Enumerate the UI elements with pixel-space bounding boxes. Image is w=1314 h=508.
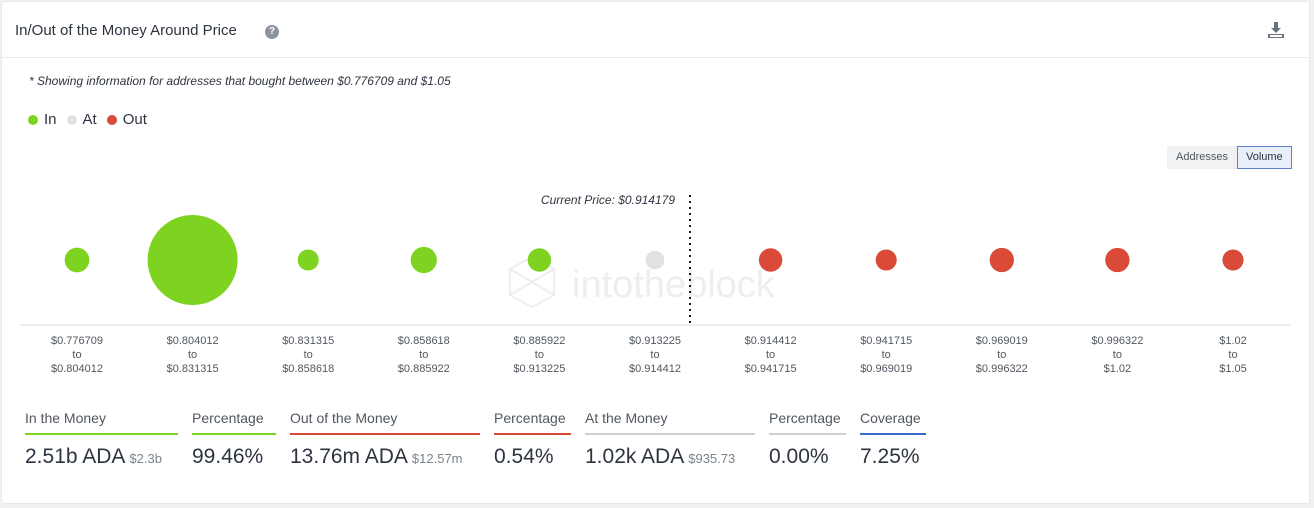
stat-in-percentage: Percentage 99.46% (192, 410, 276, 469)
chart-legend: In At Out (28, 111, 147, 128)
stat-label: Percentage (494, 410, 571, 435)
x-tick-label: $0.858618 (398, 335, 450, 347)
x-tick-label: $0.941715 (860, 335, 912, 347)
stat-sub-value: $2.3b (129, 451, 162, 466)
card-title: In/Out of the Money Around Price (15, 22, 237, 39)
x-tick-label: to (419, 349, 428, 361)
legend-dot-in (28, 114, 38, 125)
metric-toggle: Addresses Volume (1167, 146, 1292, 169)
bubble-in[interactable] (297, 249, 319, 271)
x-tick-label: $0.914412 (629, 363, 681, 375)
x-tick-label: to (1228, 349, 1237, 361)
bubble-at[interactable] (645, 250, 665, 270)
stat-value: 0.54% (494, 445, 554, 468)
x-tick-label: $0.996322 (976, 363, 1028, 375)
stats-row: In the Money 2.51b ADA $2.3b Percentage 9… (25, 410, 940, 469)
x-tick-label: $0.996322 (1091, 335, 1143, 347)
stat-sub-value: $935.73 (688, 451, 736, 466)
x-tick-label: $0.804012 (51, 363, 103, 375)
bubble-in[interactable] (527, 248, 552, 272)
legend-dot-out (106, 114, 117, 125)
bubble-out[interactable] (989, 247, 1014, 273)
x-tick-label: $0.885922 (513, 335, 565, 347)
question-circle-icon[interactable]: ? (265, 25, 279, 39)
x-tick-label: to (766, 349, 775, 361)
x-tick-label: to (72, 349, 81, 361)
stat-out-of-the-money: Out of the Money 13.76m ADA $12.57m (290, 410, 480, 469)
stat-value: 0.00% (769, 445, 829, 468)
stat-label: Coverage (860, 410, 926, 435)
download-icon[interactable] (1267, 21, 1285, 39)
stat-label: Out of the Money (290, 410, 480, 435)
x-tick-label: to (535, 349, 544, 361)
stat-in-the-money: In the Money 2.51b ADA $2.3b (25, 410, 178, 469)
legend-label-at: At (82, 111, 97, 128)
x-tick-label: $0.831315 (167, 363, 219, 375)
stat-sub-value: $12.57m (411, 451, 463, 466)
bubble-series (64, 215, 1244, 305)
legend-item-in[interactable]: In (28, 111, 57, 128)
bubble-in[interactable] (147, 215, 238, 305)
bubble-in[interactable] (410, 246, 437, 274)
bubble-out[interactable] (1222, 249, 1244, 271)
stat-value: 7.25% (860, 445, 920, 468)
bubble-out[interactable] (1105, 247, 1130, 273)
x-tick-label: $1.05 (1219, 363, 1247, 375)
coverage-note: * Showing information for addresses that… (29, 74, 451, 88)
stat-label: In the Money (25, 410, 178, 435)
x-tick-label: to (188, 349, 197, 361)
volume-button[interactable]: Volume (1236, 146, 1292, 169)
bubble-in[interactable] (64, 247, 90, 273)
bubble-chart: intotheblock Current Price: $0.914179 $0… (20, 193, 1290, 375)
stat-label: At the Money (585, 410, 755, 435)
x-tick-label: $0.858618 (282, 363, 334, 375)
stat-value: 1.02k ADA (585, 445, 685, 468)
legend-dot-at (66, 114, 77, 125)
card-header: In/Out of the Money Around Price ? (2, 2, 1309, 58)
stat-label: Percentage (192, 410, 276, 435)
stat-value: 2.51b ADA (25, 445, 126, 468)
x-tick-label: $0.885922 (398, 363, 450, 375)
legend-label-in: In (44, 111, 57, 128)
x-tick-label: $1.02 (1219, 335, 1247, 347)
x-axis-ticks: $0.776709 to $0.804012 $0.804012 to $0.831315… (51, 335, 1247, 375)
x-tick-label: $0.914412 (745, 335, 797, 347)
stat-at-the-money: At the Money 1.02k ADA $935.73 (585, 410, 755, 469)
x-tick-label: to (997, 349, 1006, 361)
x-tick-label: $0.969019 (976, 335, 1028, 347)
bubble-out[interactable] (758, 248, 783, 272)
watermark-text: intotheblock (572, 264, 776, 306)
stat-label: Percentage (769, 410, 846, 435)
stat-out-percentage: Percentage 0.54% (494, 410, 571, 469)
x-tick-label: $0.831315 (282, 335, 334, 347)
stat-value: 13.76m ADA (290, 445, 408, 468)
x-tick-label: $1.02 (1104, 363, 1132, 375)
x-tick-label: to (1113, 349, 1122, 361)
legend-label-out: Out (122, 111, 147, 128)
bubble-out[interactable] (875, 249, 897, 271)
stat-value: 99.46% (192, 445, 264, 468)
legend-item-out[interactable]: Out (106, 111, 147, 128)
x-tick-label: $0.941715 (745, 363, 797, 375)
addresses-button[interactable]: Addresses (1167, 146, 1237, 169)
x-tick-label: $0.804012 (167, 335, 219, 347)
watermark: intotheblock (509, 255, 776, 309)
stat-at-percentage: Percentage 0.00% (769, 410, 846, 469)
x-tick-label: $0.969019 (860, 363, 912, 375)
x-tick-label: to (650, 349, 659, 361)
x-tick-label: $0.913225 (629, 335, 681, 347)
stat-coverage: Coverage 7.25% (860, 410, 926, 469)
legend-item-at[interactable]: At (66, 111, 97, 128)
x-tick-label: $0.776709 (51, 335, 103, 347)
x-tick-label: to (882, 349, 891, 361)
x-tick-label: $0.913225 (513, 363, 565, 375)
x-tick-label: to (304, 349, 313, 361)
current-price-label: Current Price: $0.914179 (541, 193, 675, 207)
